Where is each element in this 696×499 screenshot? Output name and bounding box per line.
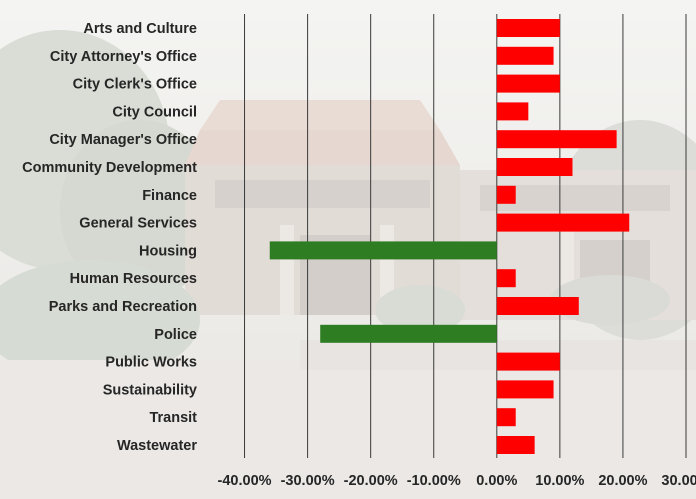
category-label: City Clerk's Office [73, 77, 197, 93]
category-label: Public Works [105, 355, 197, 371]
x-tick-label: -10.00% [407, 473, 461, 489]
x-tick-label: 30.00% [661, 473, 696, 489]
bar [496, 213, 630, 232]
x-tick-label: 20.00% [598, 473, 647, 489]
bar [269, 241, 497, 260]
grid-lines [244, 14, 687, 458]
bar [496, 74, 560, 93]
bar [496, 19, 560, 37]
category-label: General Services [79, 216, 197, 232]
x-tick-label: -30.00% [281, 473, 335, 489]
x-tick-label: 0.00% [476, 473, 517, 489]
category-label: City Manager's Office [49, 132, 197, 148]
bar [496, 102, 529, 121]
category-label: City Council [112, 104, 197, 120]
category-label: Human Resources [70, 271, 197, 287]
category-label: Finance [142, 188, 197, 204]
category-label: Parks and Recreation [49, 299, 197, 315]
x-tick-label: -20.00% [344, 473, 398, 489]
category-label: Arts and Culture [83, 21, 197, 37]
bar [496, 436, 535, 454]
x-tick-label: -40.00% [218, 473, 272, 489]
category-label: Community Development [22, 160, 197, 176]
bar [496, 46, 554, 65]
bar [320, 324, 497, 343]
bar [496, 185, 516, 204]
bar [496, 297, 579, 315]
category-label: Housing [139, 243, 197, 259]
bar [496, 352, 560, 371]
category-label: Police [154, 327, 197, 343]
category-label: Wastewater [117, 438, 197, 454]
x-axis-tick-labels: -40.00% -30.00% -20.00% -10.00% 0.00% 10.00% 2… [218, 473, 696, 489]
x-tick-label: 10.00% [535, 473, 584, 489]
category-labels: Arts and Culture City Attorney's Office Ci… [22, 21, 197, 454]
bar [496, 380, 554, 399]
category-label: City Attorney's Office [50, 49, 197, 65]
category-label: Transit [149, 410, 197, 426]
bars [269, 19, 630, 454]
bar [496, 158, 573, 176]
bar [496, 130, 617, 149]
bar [496, 269, 516, 288]
bar [496, 408, 516, 427]
category-label: Sustainability [103, 382, 197, 398]
